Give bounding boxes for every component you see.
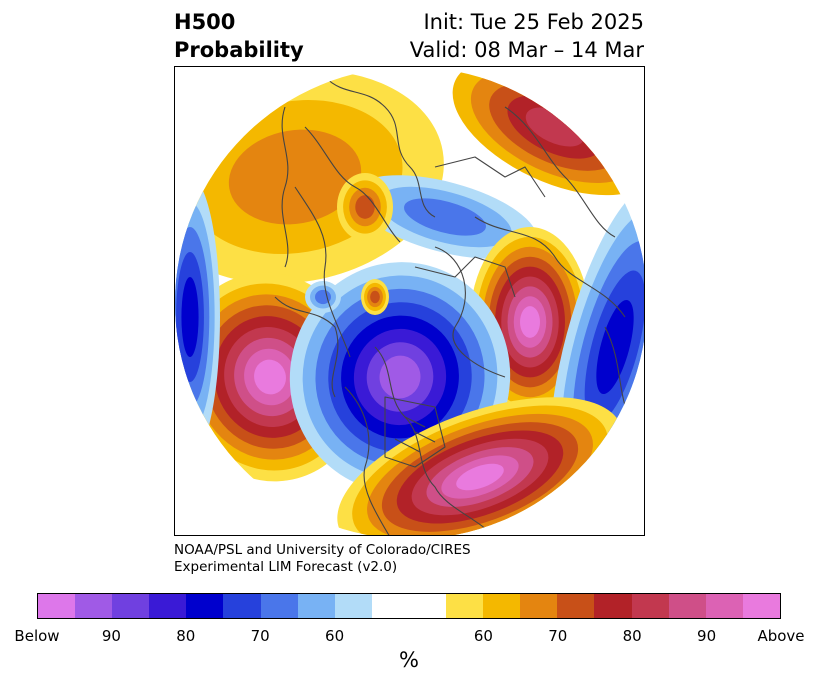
boundary-line	[384, 396, 446, 468]
below-normal-north-america	[379, 355, 421, 399]
colorbar-swatch	[446, 594, 484, 618]
colorbar-swatch	[705, 594, 743, 618]
colorbar-swatch	[520, 594, 558, 618]
colorbar-tick-label: 90	[101, 627, 121, 645]
init-date: Init: Tue 25 Feb 2025	[423, 10, 644, 34]
above-normal-atlantic	[456, 463, 504, 491]
colorbar-unit: %	[399, 648, 419, 672]
forecast-dates: Init: Tue 25 Feb 2025 Valid: 08 Mar – 14…	[410, 8, 644, 64]
colorbar-swatch	[631, 594, 669, 618]
colorbar-swatch	[557, 594, 595, 618]
below-normal-west-edge	[181, 277, 199, 357]
colorbar-tick-label: 70	[548, 627, 568, 645]
colorbar-swatch	[371, 594, 409, 618]
title-variable: H500	[174, 10, 236, 34]
colorbar-tick-label: Above	[757, 627, 805, 645]
colorbar-swatch	[186, 594, 224, 618]
colorbar	[37, 593, 781, 619]
boundary-line	[504, 106, 616, 238]
boundary-line	[394, 416, 436, 453]
credit-text: NOAA/PSL and University of Colorado/CIRE…	[174, 542, 471, 576]
colorbar-swatch	[742, 594, 780, 618]
colorbar-swatch	[408, 594, 447, 618]
title-field: Probability	[174, 38, 304, 62]
colorbar-swatch	[75, 594, 113, 618]
colorbar-tick-label: 80	[176, 627, 196, 645]
colorbar-tick-label: 90	[697, 627, 717, 645]
boundary-line	[434, 156, 546, 198]
colorbar-tick-label: 60	[473, 627, 493, 645]
credit-line-2: Experimental LIM Forecast (v2.0)	[174, 559, 398, 575]
above-normal-spot	[370, 290, 380, 304]
map-canvas	[175, 67, 644, 535]
above-normal-east-asia	[254, 359, 286, 395]
colorbar-swatch	[149, 594, 187, 618]
boundary-line	[274, 296, 339, 398]
colorbar-swatch	[594, 594, 632, 618]
colorbar-swatch	[38, 594, 76, 618]
boundary-line	[281, 106, 289, 268]
boundary-line	[474, 216, 626, 318]
colorbar-swatch	[297, 594, 335, 618]
colorbar-swatch	[334, 594, 372, 618]
colorbar-swatch	[668, 594, 706, 618]
boundary-line	[294, 186, 351, 358]
boundary-line	[324, 76, 436, 218]
valid-range: Valid: 08 Mar – 14 Mar	[409, 38, 644, 62]
above-normal-arctic-pacific	[228, 129, 362, 225]
colorbar-tick-label: 60	[325, 627, 345, 645]
boundary-line	[304, 126, 401, 243]
credit-line-1: NOAA/PSL and University of Colorado/CIRE…	[174, 542, 471, 558]
above-normal-europe	[520, 306, 540, 338]
colorbar-tick-label: Below	[14, 627, 60, 645]
boundary-line	[414, 256, 516, 298]
colorbar-swatch	[483, 594, 521, 618]
colorbar-swatch	[260, 594, 298, 618]
probability-map	[174, 66, 645, 536]
colorbar-swatch	[223, 594, 261, 618]
colorbar-swatch	[112, 594, 150, 618]
map-title: H500 Probability	[174, 8, 304, 64]
above-normal-north	[355, 195, 375, 219]
below-normal-spot	[315, 289, 331, 305]
boundary-line	[434, 246, 506, 378]
colorbar-tick-label: 80	[622, 627, 642, 645]
below-normal-east-edge	[596, 299, 634, 395]
boundary-line	[344, 386, 391, 535]
colorbar-tick-label: 70	[250, 627, 270, 645]
